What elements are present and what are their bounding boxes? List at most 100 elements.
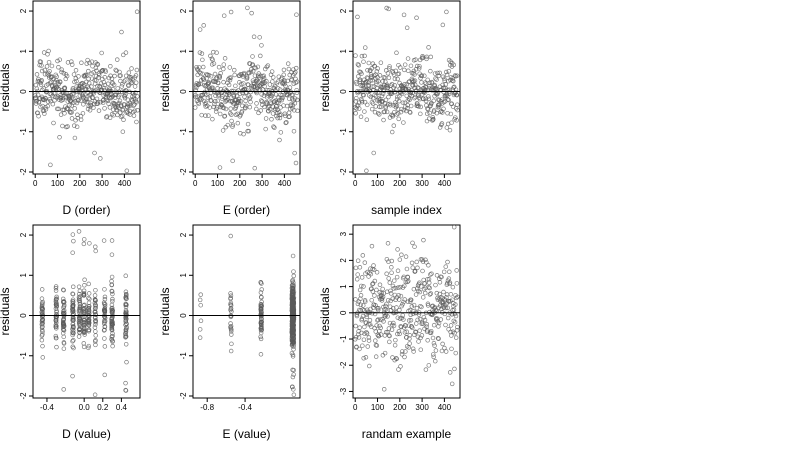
data-point	[247, 104, 253, 110]
data-point	[259, 99, 265, 104]
x-tick-label: -0.4	[238, 403, 252, 412]
data-point	[375, 89, 381, 95]
data-point	[39, 300, 45, 306]
data-point	[432, 71, 438, 76]
data-point	[228, 233, 233, 239]
data-point	[223, 106, 229, 112]
data-point	[392, 83, 397, 88]
data-point	[221, 62, 227, 67]
data-point	[381, 88, 386, 93]
y-tick-label: -1	[339, 335, 348, 343]
data-point	[448, 111, 454, 117]
data-point	[40, 103, 45, 109]
data-point	[400, 301, 405, 307]
data-point	[396, 329, 402, 334]
data-point	[41, 50, 47, 55]
data-point	[374, 287, 379, 293]
y-axis-label: residuals	[158, 63, 172, 111]
data-point	[228, 323, 234, 329]
data-point	[86, 322, 92, 328]
data-point	[388, 291, 394, 296]
data-point	[437, 279, 443, 285]
data-point	[102, 75, 108, 80]
data-point	[133, 90, 138, 95]
data-point	[109, 327, 114, 332]
data-point	[367, 317, 373, 323]
data-point	[86, 343, 92, 349]
data-point	[275, 79, 281, 84]
data-point	[119, 29, 124, 35]
plot-frame	[32, 224, 141, 399]
data-point	[87, 304, 92, 309]
y-tick-label: -1	[19, 128, 28, 136]
data-point	[455, 324, 460, 330]
data-point	[446, 97, 451, 103]
data-point	[383, 97, 389, 103]
data-point	[354, 95, 359, 101]
data-point	[229, 118, 234, 124]
data-point	[40, 343, 45, 349]
x-tick-label: 0	[33, 179, 38, 188]
data-point	[291, 273, 297, 279]
data-point	[109, 282, 115, 288]
data-point	[131, 103, 136, 108]
data-point	[391, 109, 397, 115]
data-point	[81, 241, 87, 247]
data-point	[393, 356, 399, 361]
data-point	[380, 79, 385, 84]
data-point	[42, 67, 48, 73]
data-point	[423, 367, 429, 372]
data-point	[383, 303, 388, 309]
data-point	[439, 300, 444, 305]
data-point	[63, 76, 69, 82]
data-point	[448, 292, 454, 297]
data-point	[452, 330, 457, 336]
data-point	[415, 265, 420, 271]
data-point	[87, 96, 93, 102]
data-point	[410, 240, 415, 246]
data-point	[64, 73, 70, 79]
data-point	[69, 110, 74, 115]
data-point	[126, 83, 131, 89]
data-point	[375, 66, 380, 71]
data-point	[206, 113, 211, 118]
data-point	[134, 119, 139, 125]
data-point	[93, 248, 98, 254]
data-point	[281, 67, 287, 73]
data-point	[454, 92, 460, 98]
data-point	[62, 85, 68, 91]
data-point	[133, 99, 139, 104]
data-point	[228, 295, 233, 301]
data-point	[396, 293, 401, 298]
data-point	[361, 59, 366, 64]
data-point	[445, 259, 450, 265]
data-point	[269, 93, 275, 99]
data-point	[123, 330, 128, 336]
data-point	[39, 296, 45, 301]
data-point	[367, 270, 372, 276]
data-point	[363, 320, 369, 326]
data-point	[431, 98, 436, 104]
data-point	[356, 62, 362, 68]
data-point	[358, 302, 364, 308]
data-point	[86, 319, 92, 324]
data-point	[256, 110, 261, 116]
data-point	[361, 284, 366, 289]
data-point	[81, 330, 87, 335]
data-point	[270, 91, 275, 97]
data-point	[428, 272, 433, 277]
x-tick-label: 300	[95, 179, 109, 188]
data-point	[254, 106, 259, 112]
data-point	[378, 60, 384, 65]
data-point	[57, 135, 62, 140]
data-point	[244, 90, 249, 95]
y-tick-label: 2	[19, 232, 28, 237]
data-point	[447, 127, 453, 133]
data-point	[377, 104, 382, 110]
data-point	[265, 63, 271, 68]
data-point	[289, 96, 295, 102]
data-point	[379, 93, 385, 99]
data-point	[61, 346, 67, 351]
data-point	[84, 96, 89, 102]
data-point	[214, 50, 219, 55]
